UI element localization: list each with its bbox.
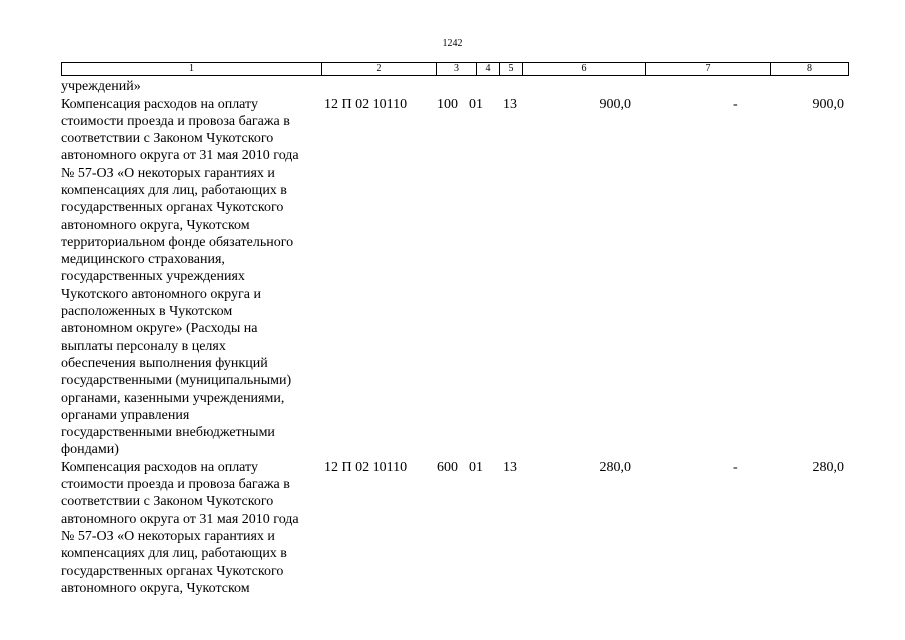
description-line: компенсациях для лиц, работающих в	[61, 182, 287, 198]
description-line: Чукотского автономного округа и	[61, 286, 261, 302]
description-line: автономного округа, Чукотском	[61, 217, 250, 233]
row-col5: 13	[503, 96, 517, 112]
description-line: Компенсация расходов на оплату	[61, 96, 258, 112]
description-line: соответствии с Законом Чукотского	[61, 131, 274, 147]
description-line: расположенных в Чукотском	[61, 304, 233, 320]
row-code: 12 П 02 10110	[324, 96, 408, 112]
header-col-7: 7	[645, 62, 771, 76]
description-line: фондами)	[61, 442, 119, 458]
description-line: компенсациях для лиц, работающих в	[61, 546, 287, 562]
description-line: территориальном фонде обязательного	[61, 234, 294, 250]
description-line: государственных органах Чукотского	[61, 563, 284, 579]
continuation-text: учреждений»	[61, 79, 141, 94]
header-col-6: 6	[522, 62, 646, 76]
description-line: выплаты персоналу в целях	[61, 338, 226, 354]
header-col-2: 2	[321, 62, 437, 76]
description-line: автономном округе» (Расходы на	[61, 321, 258, 337]
description-line: соответствии с Законом Чукотского	[61, 494, 274, 510]
column-number-header: 1 2 3 4 5 6 7 8	[61, 62, 849, 76]
row-col3: 100	[437, 96, 458, 112]
row-col8: 280,0	[812, 459, 845, 475]
row-code: 12 П 02 10110	[324, 459, 408, 475]
row-description: Компенсация расходов на оплату стоимости …	[61, 96, 321, 459]
description-line: автономного округа, Чукотском	[61, 580, 250, 596]
row-col6: 280,0	[599, 459, 632, 475]
description-line: государственных учреждениях	[61, 269, 245, 285]
description-line: медицинского страхования,	[61, 252, 225, 268]
row-col7: -	[733, 96, 738, 112]
description-line: Компенсация расходов на оплату	[61, 459, 258, 475]
row-col8: 900,0	[812, 96, 845, 112]
header-col-8: 8	[770, 62, 849, 76]
row-col7: -	[733, 459, 738, 475]
description-line: № 57-ОЗ «О некоторых гарантиях и	[61, 165, 275, 181]
description-line: стоимости проезда и провоза багажа в	[61, 113, 290, 129]
row-col6: 900,0	[599, 96, 632, 112]
row-col5: 13	[503, 459, 517, 475]
description-line: государственных органах Чукотского	[61, 200, 284, 216]
description-line: № 57-ОЗ «О некоторых гарантиях и	[61, 528, 275, 544]
header-col-5: 5	[499, 62, 523, 76]
description-line: автономного округа от 31 мая 2010 года	[61, 148, 299, 164]
row-description: Компенсация расходов на оплату стоимости …	[61, 459, 321, 597]
description-line: государственными (муниципальными)	[61, 373, 292, 389]
description-line: стоимости проезда и провоза багажа в	[61, 477, 290, 493]
description-line: органами, казенными учреждениями,	[61, 390, 285, 406]
description-line: органами управления	[61, 407, 190, 423]
row-col4: 01	[469, 459, 483, 475]
row-col3: 600	[437, 459, 458, 475]
row-col4: 01	[469, 96, 483, 112]
page-number: 1242	[442, 38, 463, 49]
description-line: обеспечения выполнения функций	[61, 355, 268, 371]
header-col-3: 3	[436, 62, 477, 76]
header-col-4: 4	[476, 62, 500, 76]
description-line: автономного округа от 31 мая 2010 года	[61, 511, 299, 527]
description-line: государственными внебюджетными	[61, 425, 275, 441]
header-col-1: 1	[61, 62, 322, 76]
